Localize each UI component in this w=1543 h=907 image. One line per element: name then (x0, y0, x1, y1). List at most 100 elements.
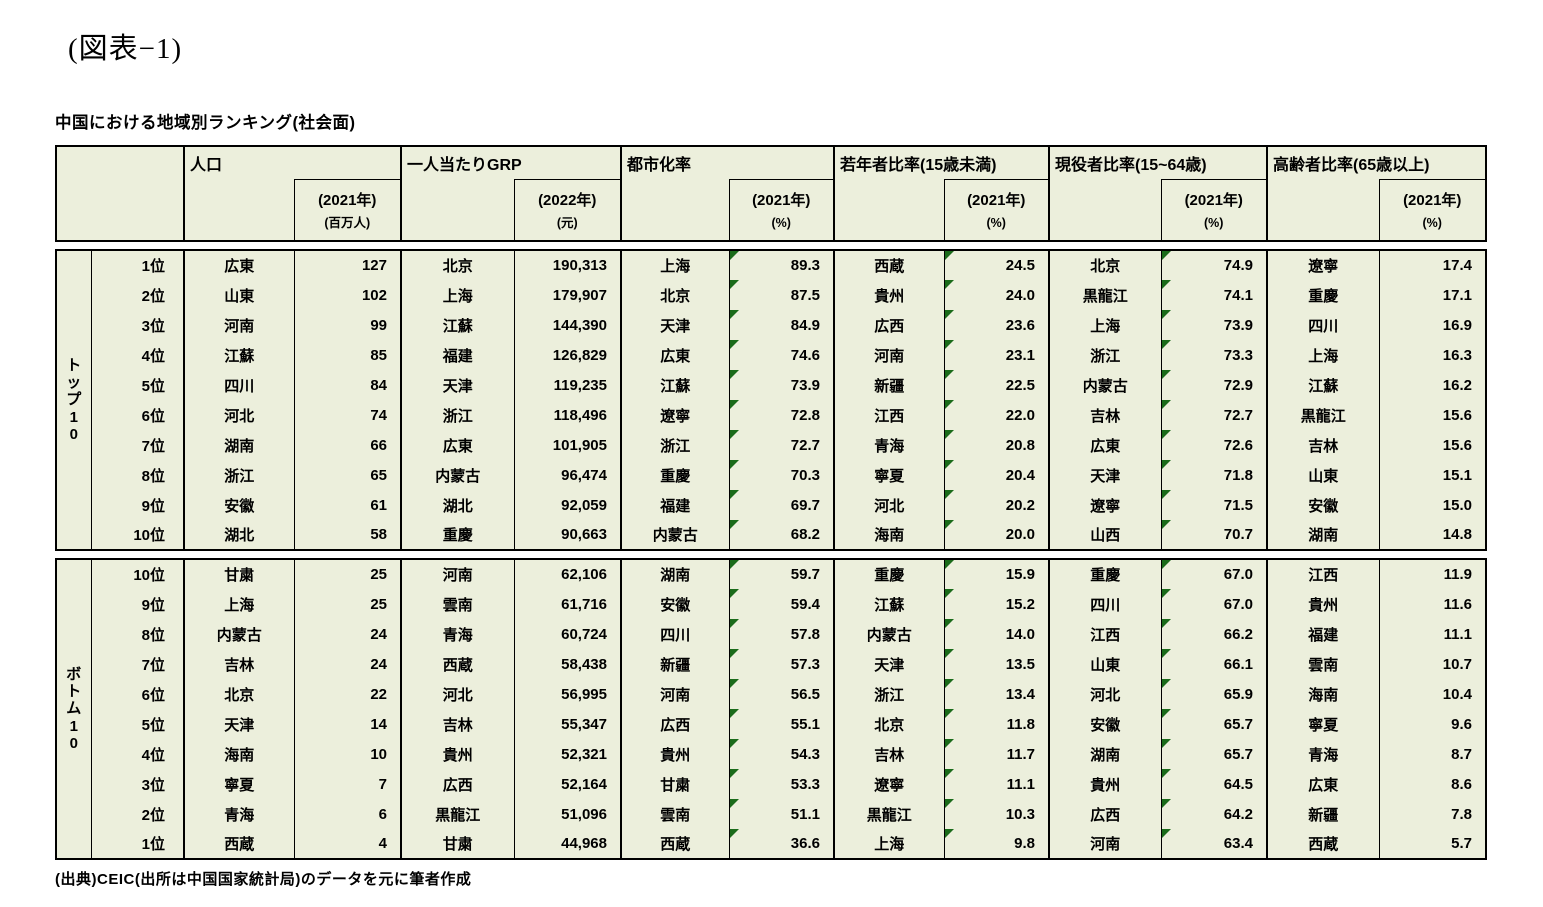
col-group-elderly-ratio: 高齢者比率(65歳以上) (1266, 146, 1486, 179)
value-cell: 10.3 (943, 799, 1049, 829)
rank-cell: 3位 (90, 769, 184, 799)
value-cell: 17.4 (1378, 250, 1486, 280)
table-row: 5位 四川 84 天津 119,235 江蘇 73.9 新疆 22.5 内蒙古 72.9 江蘇 16.2 (56, 370, 1486, 400)
value-cell: 11.1 (1378, 619, 1486, 649)
header-unit-working-ratio: (2021年) (%) (1161, 178, 1267, 241)
region-cell: 湖北 (400, 490, 514, 520)
comment-flag-icon (945, 739, 954, 748)
region-cell: 江蘇 (183, 340, 294, 370)
comment-flag-icon (730, 400, 739, 409)
value-cell: 53.3 (728, 769, 834, 799)
value-cell: 101,905 (513, 430, 621, 460)
rank-cell: 5位 (90, 709, 184, 739)
region-cell: 広西 (1048, 799, 1161, 829)
rank-cell: 10位 (90, 520, 184, 550)
region-cell: 広西 (400, 769, 514, 799)
rank-cell: 7位 (90, 649, 184, 679)
region-cell: 甘粛 (183, 559, 294, 589)
value-cell: 7.8 (1378, 799, 1486, 829)
value-cell: 74.1 (1160, 280, 1267, 310)
region-cell: 重慶 (1266, 280, 1379, 310)
region-cell: 山西 (1048, 520, 1161, 550)
region-cell: 新疆 (1266, 799, 1379, 829)
value-cell: 7 (293, 769, 401, 799)
table-row: 1位 西蔵 4 甘粛 44,968 西蔵 36.6 上海 9.8 河南 63.4 西蔵 5.7 (56, 829, 1486, 859)
value-cell: 72.6 (1160, 430, 1267, 460)
region-cell: 寧夏 (833, 460, 944, 490)
region-cell: 江西 (1048, 619, 1161, 649)
col-group-population: 人口 (183, 146, 401, 179)
region-cell: 浙江 (400, 400, 514, 430)
value-cell: 70.7 (1160, 520, 1267, 550)
value-cell: 44,968 (513, 829, 621, 859)
region-cell: 海南 (833, 520, 944, 550)
region-cell: 山東 (1048, 649, 1161, 679)
comment-flag-icon (730, 490, 739, 499)
comment-flag-icon (1162, 649, 1171, 658)
value-cell: 64.5 (1160, 769, 1267, 799)
value-cell: 11.9 (1378, 559, 1486, 589)
value-cell: 72.8 (728, 400, 834, 430)
rank-cell: 8位 (90, 619, 184, 649)
comment-flag-icon (730, 460, 739, 469)
region-cell: 河北 (400, 679, 514, 709)
comment-flag-icon (1162, 310, 1171, 319)
value-cell: 23.6 (943, 310, 1049, 340)
comment-flag-icon (945, 799, 954, 808)
region-cell: 河南 (1048, 829, 1161, 859)
value-cell: 54.3 (728, 739, 834, 769)
value-cell: 14.0 (943, 619, 1049, 649)
value-cell: 11.8 (943, 709, 1049, 739)
value-cell: 16.3 (1378, 340, 1486, 370)
comment-flag-icon (1162, 520, 1171, 529)
table-row: 3位 寧夏 7 広西 52,164 甘粛 53.3 遼寧 11.1 貴州 64.5 広東 8.6 (56, 769, 1486, 799)
value-cell: 67.0 (1160, 589, 1267, 619)
table-row: 8位 内蒙古 24 青海 60,724 四川 57.8 内蒙古 14.0 江西 66.2 福建 11.1 (56, 619, 1486, 649)
value-cell: 20.0 (943, 520, 1049, 550)
comment-flag-icon (730, 649, 739, 658)
region-cell: 上海 (833, 829, 944, 859)
value-cell: 87.5 (728, 280, 834, 310)
region-cell: 河北 (833, 490, 944, 520)
value-cell: 10.7 (1378, 649, 1486, 679)
value-cell: 15.6 (1378, 400, 1486, 430)
region-cell: 内蒙古 (183, 619, 294, 649)
comment-flag-icon (730, 769, 739, 778)
value-cell: 24.5 (943, 250, 1049, 280)
col-group-urbanization: 都市化率 (620, 146, 834, 179)
region-cell: 貴州 (1048, 769, 1161, 799)
region-cell: 四川 (1048, 589, 1161, 619)
value-cell: 179,907 (513, 280, 621, 310)
comment-flag-icon (730, 251, 739, 260)
region-cell: 雲南 (620, 799, 729, 829)
value-cell: 14.8 (1378, 520, 1486, 550)
region-cell: 貴州 (1266, 589, 1379, 619)
rank-cell: 7位 (90, 430, 184, 460)
value-cell: 20.2 (943, 490, 1049, 520)
region-cell: 江蘇 (833, 589, 944, 619)
table-row: 4位 海南 10 貴州 52,321 貴州 54.3 吉林 11.7 湖南 65.7 青海 8.7 (56, 739, 1486, 769)
comment-flag-icon (945, 589, 954, 598)
region-cell: 湖南 (1266, 520, 1379, 550)
table-row: 9位 安徽 61 湖北 92,059 福建 69.7 河北 20.2 遼寧 71.5 安徽 15.0 (56, 490, 1486, 520)
region-cell: 上海 (400, 280, 514, 310)
col-group-young-ratio: 若年者比率(15歳未満) (833, 146, 1049, 179)
value-cell: 99 (293, 310, 401, 340)
value-cell: 85 (293, 340, 401, 370)
comment-flag-icon (945, 520, 954, 529)
comment-flag-icon (730, 739, 739, 748)
region-cell: 黒龍江 (1266, 400, 1379, 430)
region-cell: 青海 (1266, 739, 1379, 769)
region-cell: 青海 (400, 619, 514, 649)
rank-cell: 2位 (90, 280, 184, 310)
region-cell: 広東 (183, 250, 294, 280)
comment-flag-icon (945, 709, 954, 718)
value-cell: 63.4 (1160, 829, 1267, 859)
value-cell: 36.6 (728, 829, 834, 859)
header-corner-cell (56, 146, 185, 241)
value-cell: 73.9 (1160, 310, 1267, 340)
comment-flag-icon (1162, 490, 1171, 499)
comment-flag-icon (1162, 430, 1171, 439)
region-cell: 広西 (833, 310, 944, 340)
